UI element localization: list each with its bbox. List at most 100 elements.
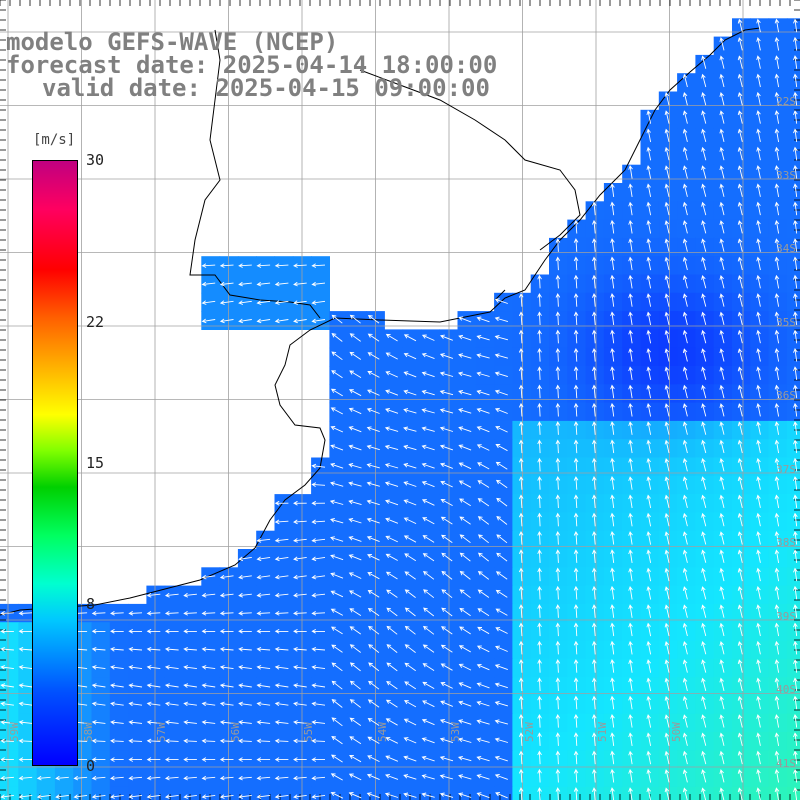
- wind-cell: [786, 329, 800, 349]
- wind-arrow: [701, 128, 707, 143]
- wind-arrow: [793, 402, 798, 417]
- wind-arrow: [701, 256, 707, 271]
- wind-arrow: [495, 461, 508, 470]
- wind-arrow: [518, 384, 524, 399]
- wind-arrow: [555, 787, 561, 800]
- wind-arrow: [682, 586, 688, 600]
- wind-arrow: [646, 384, 652, 399]
- wind-arrow: [128, 757, 143, 762]
- wind-arrow: [183, 720, 197, 725]
- wind-arrow: [518, 439, 524, 454]
- wind-arrow: [421, 371, 435, 378]
- wind-arrow: [628, 476, 633, 490]
- wind-arrow: [91, 665, 106, 670]
- wind-arrow: [537, 274, 542, 289]
- wind-arrow: [610, 238, 615, 252]
- wind-arrow: [537, 347, 542, 362]
- longitude-label: 58W: [81, 722, 95, 742]
- wind-arrow: [591, 311, 597, 326]
- wind-cell: [530, 786, 550, 800]
- wind-arrow: [646, 531, 652, 545]
- wind-arrow: [384, 481, 399, 487]
- wind-arrow: [610, 604, 615, 618]
- wind-arrows: [0, 18, 798, 800]
- wind-arrow: [774, 494, 780, 509]
- wind-arrow: [774, 256, 780, 271]
- wind-arrow: [701, 439, 707, 454]
- wind-arrow: [646, 732, 652, 746]
- wind-cell: [786, 585, 800, 605]
- wind-arrow: [238, 683, 252, 688]
- wind-cell: [732, 786, 751, 800]
- wind-arrow: [384, 426, 399, 432]
- wind-arrow: [385, 408, 399, 414]
- wind-arrow: [477, 534, 489, 544]
- wind-arrow: [293, 556, 307, 562]
- wind-arrow: [664, 677, 670, 692]
- wind-arrow: [441, 589, 453, 599]
- wind-arrow: [737, 165, 743, 179]
- wind-arrow: [537, 732, 542, 746]
- wind-cell: [786, 640, 800, 660]
- wind-arrow: [293, 519, 307, 525]
- wind-arrow: [646, 604, 652, 618]
- wind-arrow: [441, 534, 453, 543]
- wind-arrow: [164, 701, 179, 707]
- wind-arrow: [201, 757, 216, 762]
- wind-arrow: [330, 536, 344, 542]
- wind-arrow: [682, 403, 688, 417]
- wind-arrow: [495, 589, 508, 598]
- wind-arrow: [110, 611, 124, 616]
- wind-arrow: [701, 146, 707, 161]
- wind-arrow: [573, 732, 579, 746]
- wind-arrow: [628, 768, 633, 783]
- wind-arrow: [537, 659, 542, 673]
- wind-cell: [786, 54, 800, 74]
- wind-arrow: [682, 476, 688, 490]
- wind-arrow: [441, 552, 453, 562]
- wind-arrow: [701, 348, 707, 362]
- wind-arrow: [756, 366, 761, 380]
- wind-cell: [786, 366, 800, 385]
- wind-arrow: [555, 585, 561, 600]
- wind-arrow: [183, 592, 197, 598]
- wind-arrow: [36, 794, 51, 799]
- wind-arrow: [537, 713, 542, 728]
- wind-arrow: [646, 110, 652, 124]
- wind-arrow: [293, 300, 307, 305]
- wind-arrow: [610, 640, 615, 655]
- wind-arrow: [737, 220, 743, 234]
- wind-arrow: [385, 352, 398, 360]
- wind-arrow: [421, 792, 435, 798]
- wind-arrow: [664, 494, 670, 509]
- wind-arrow: [682, 128, 688, 143]
- latitude-label: 35S: [776, 315, 796, 329]
- wind-arrow: [537, 293, 542, 307]
- wind-arrow: [256, 683, 271, 688]
- wind-arrow: [701, 91, 707, 106]
- wind-arrow: [274, 757, 289, 762]
- wind-arrow: [793, 164, 798, 179]
- wind-arrow: [737, 439, 743, 454]
- wind-arrow: [774, 659, 780, 673]
- wind-arrow: [183, 611, 197, 616]
- wind-arrow: [591, 659, 597, 673]
- wind-arrow: [439, 371, 454, 377]
- wind-arrow: [664, 220, 670, 234]
- wind-cell: [786, 603, 800, 623]
- wind-arrow: [774, 165, 780, 179]
- wind-arrow: [555, 677, 561, 692]
- wind-arrow: [330, 462, 344, 469]
- wind-arrow: [682, 512, 688, 527]
- wind-arrow: [610, 366, 615, 380]
- wind-cell: [786, 622, 800, 642]
- wind-arrow: [367, 607, 380, 617]
- wind-arrow: [496, 534, 508, 544]
- wind-arrow: [628, 311, 633, 326]
- wind-arrow: [477, 480, 490, 488]
- wind-arrow: [404, 662, 416, 672]
- wind-arrow: [146, 611, 161, 616]
- wind-arrow: [311, 538, 326, 543]
- wind-arrow: [573, 384, 579, 399]
